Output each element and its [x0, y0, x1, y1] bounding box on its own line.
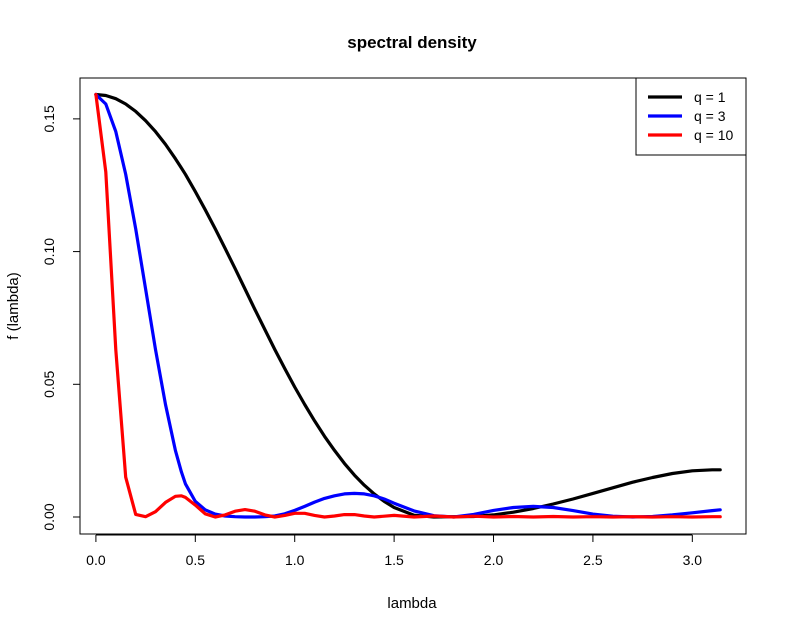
x-tick-label: 1.5	[384, 552, 404, 568]
x-tick-label: 0.5	[186, 552, 206, 568]
series-line-1	[94, 92, 722, 519]
x-tick-label: 1.0	[285, 552, 305, 568]
y-axis: 0.00 0.05 0.10 0.15	[41, 105, 81, 531]
y-tick-label: 0.15	[41, 105, 57, 132]
y-tick-label: 0.00	[41, 503, 57, 530]
series-line-2	[94, 92, 722, 519]
legend-label-3: q = 10	[694, 127, 734, 143]
legend: q = 1 q = 3 q = 10	[635, 77, 747, 156]
x-axis: 0.0 0.5 1.0 1.5 2.0 2.5 3.0	[86, 534, 703, 568]
legend-label-2: q = 3	[694, 108, 726, 124]
x-tick-label: 0.0	[86, 552, 106, 568]
x-tick-label: 3.0	[683, 552, 703, 568]
legend-label-1: q = 1	[694, 89, 726, 105]
x-tick-label: 2.5	[583, 552, 603, 568]
chart-title: spectral density	[347, 33, 477, 52]
x-tick-label: 2.0	[484, 552, 504, 568]
y-tick-label: 0.10	[41, 238, 57, 265]
y-axis-label: f (lambda)	[5, 272, 22, 340]
series-line-3	[94, 92, 722, 519]
y-tick-label: 0.05	[41, 370, 57, 397]
x-axis-label: lambda	[387, 595, 437, 612]
series-lines	[94, 92, 722, 519]
